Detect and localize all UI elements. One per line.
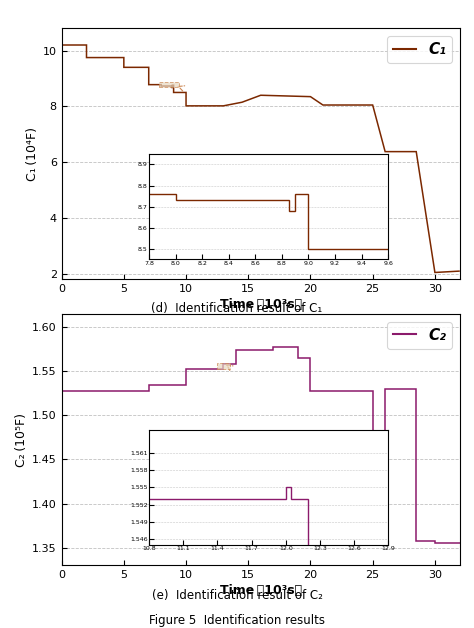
Text: (e)  Identification result of C₂: (e) Identification result of C₂	[152, 589, 322, 602]
Y-axis label: C₁ (10⁴F): C₁ (10⁴F)	[26, 127, 38, 181]
Text: (d)  Identification result of C₁: (d) Identification result of C₁	[151, 303, 323, 315]
X-axis label: Time （10³s）: Time （10³s）	[219, 584, 302, 597]
Bar	[159, 82, 179, 87]
Y-axis label: C₂ (10⁵F): C₂ (10⁵F)	[15, 413, 28, 467]
X-axis label: Time （10³s）: Time （10³s）	[219, 298, 302, 311]
Legend: C₂: C₂	[387, 322, 452, 349]
Text: Figure 5  Identification results: Figure 5 Identification results	[149, 614, 325, 627]
Bar	[217, 364, 229, 369]
Legend: C₁: C₁	[387, 36, 452, 63]
